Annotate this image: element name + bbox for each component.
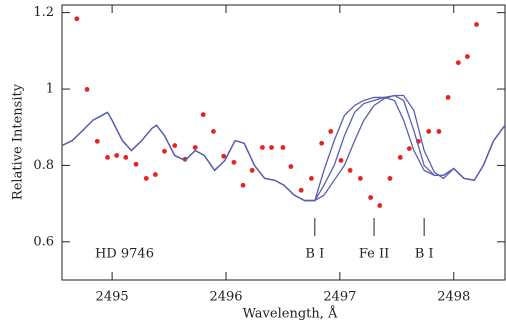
data-point bbox=[152, 172, 158, 177]
data-point bbox=[319, 140, 325, 146]
data-point bbox=[347, 167, 353, 173]
data-point bbox=[240, 182, 246, 188]
data-point bbox=[280, 145, 286, 150]
data-point bbox=[172, 143, 178, 148]
plot-frame bbox=[61, 4, 506, 281]
annotation: B I bbox=[305, 247, 324, 262]
data-point bbox=[221, 153, 227, 159]
data-point bbox=[445, 95, 451, 100]
data-point bbox=[455, 60, 461, 66]
data-point bbox=[123, 154, 129, 160]
data-point bbox=[162, 148, 167, 154]
data-point bbox=[249, 167, 255, 173]
data-point bbox=[357, 176, 363, 181]
annotation: B I bbox=[415, 247, 434, 262]
data-point bbox=[231, 159, 237, 165]
x-tick-label: 2497 bbox=[323, 290, 356, 305]
y-tick-label: 0.6 bbox=[33, 234, 54, 249]
data-point bbox=[114, 153, 120, 158]
data-point bbox=[143, 176, 149, 181]
data-point bbox=[133, 161, 139, 167]
annotation: HD 9746 bbox=[95, 247, 154, 262]
data-point bbox=[269, 145, 274, 150]
data-point bbox=[406, 146, 412, 152]
data-point bbox=[309, 176, 314, 181]
x-tick-label: 2495 bbox=[96, 290, 129, 305]
data-point bbox=[387, 176, 393, 181]
data-point bbox=[298, 187, 304, 193]
data-point bbox=[105, 154, 110, 160]
x-tick-label: 2498 bbox=[437, 290, 470, 305]
x-tick-label: 2496 bbox=[209, 290, 242, 305]
y-tick-label: 1 bbox=[46, 82, 54, 97]
y-tick-label: 1.2 bbox=[33, 5, 54, 20]
y-axis-title: Relative Intensity bbox=[11, 83, 26, 200]
data-point bbox=[426, 129, 432, 134]
annotation: Fe II bbox=[359, 247, 389, 262]
data-point bbox=[328, 129, 334, 134]
data-point bbox=[260, 145, 265, 150]
data-point bbox=[338, 158, 344, 163]
model-line bbox=[61, 94, 506, 202]
data-point bbox=[474, 22, 479, 27]
data-point bbox=[377, 203, 383, 208]
data-point bbox=[465, 54, 470, 59]
data-point bbox=[211, 129, 216, 134]
data-point bbox=[84, 87, 90, 92]
x-axis-title: Wavelength, Å bbox=[243, 306, 338, 322]
data-point bbox=[74, 16, 80, 22]
data-point bbox=[397, 154, 403, 160]
data-point bbox=[200, 112, 206, 118]
data-point bbox=[436, 129, 442, 134]
y-tick-label: 0.8 bbox=[33, 158, 54, 173]
data-point bbox=[192, 145, 198, 150]
data-point bbox=[94, 138, 100, 144]
data-point bbox=[368, 195, 374, 200]
data-point bbox=[288, 164, 294, 169]
